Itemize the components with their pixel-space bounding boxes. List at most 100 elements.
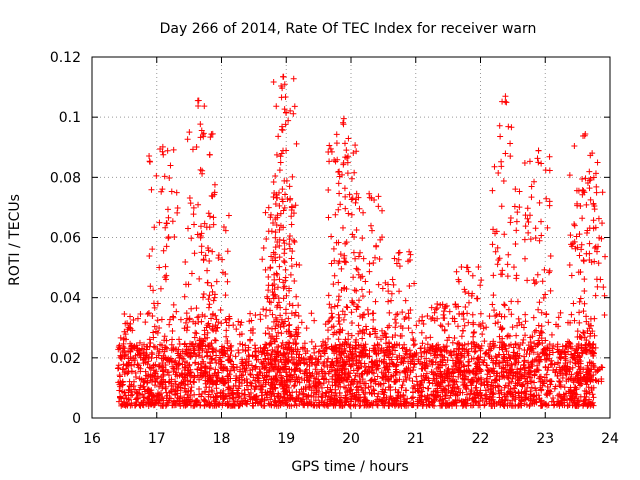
data-point <box>338 399 345 406</box>
data-point <box>280 388 287 395</box>
data-point <box>292 395 299 402</box>
data-point <box>127 392 134 399</box>
data-point <box>366 260 373 267</box>
data-point <box>504 273 511 280</box>
data-point <box>276 381 283 388</box>
data-point <box>115 362 122 369</box>
data-point <box>393 362 400 369</box>
data-point <box>132 374 139 381</box>
data-point <box>413 322 420 329</box>
data-point <box>501 313 508 320</box>
data-point <box>121 311 128 318</box>
data-point <box>142 368 149 375</box>
data-point <box>427 350 434 357</box>
data-point <box>447 348 454 355</box>
data-point <box>169 328 176 335</box>
data-point <box>546 267 553 274</box>
data-point <box>513 332 520 339</box>
data-point <box>411 341 418 348</box>
y-axis-label: ROTI / TECUs <box>7 194 23 286</box>
y-tick-label: 0.08 <box>50 170 81 186</box>
data-point <box>374 373 381 380</box>
data-point <box>235 349 242 356</box>
data-point <box>330 401 337 408</box>
data-point <box>570 390 577 397</box>
data-point <box>393 319 400 326</box>
data-point <box>203 384 210 391</box>
data-point <box>460 327 467 334</box>
data-point <box>159 385 166 392</box>
data-point <box>390 396 397 403</box>
data-point <box>247 396 254 403</box>
data-point <box>145 400 152 407</box>
data-point <box>434 381 441 388</box>
data-point <box>502 98 509 105</box>
data-point <box>163 272 170 279</box>
data-point <box>536 299 543 306</box>
data-point <box>477 345 484 352</box>
data-point <box>495 170 502 177</box>
data-point <box>298 319 305 326</box>
data-point <box>335 318 342 325</box>
data-point <box>288 255 295 262</box>
data-point <box>142 388 149 395</box>
data-point <box>352 401 359 408</box>
data-point <box>289 173 296 180</box>
data-point <box>402 387 409 394</box>
data-point <box>385 399 392 406</box>
data-point <box>303 325 310 332</box>
data-point <box>275 133 282 140</box>
data-point <box>369 227 376 234</box>
data-point <box>295 391 302 398</box>
data-point <box>328 233 335 240</box>
data-point <box>531 398 538 405</box>
data-point <box>261 396 268 403</box>
data-point <box>280 237 287 244</box>
data-point <box>114 365 121 372</box>
data-point <box>487 373 494 380</box>
data-point <box>158 316 165 323</box>
data-point <box>363 397 370 404</box>
data-point <box>318 384 325 391</box>
data-point <box>600 284 607 291</box>
data-point <box>348 309 355 316</box>
data-point <box>407 251 414 258</box>
data-point <box>140 402 147 409</box>
data-point <box>545 319 552 326</box>
data-point <box>140 384 147 391</box>
data-point <box>168 388 175 395</box>
data-point <box>204 279 211 286</box>
data-point <box>261 402 268 409</box>
data-point <box>204 352 211 359</box>
data-point <box>298 375 305 382</box>
data-point <box>130 383 137 390</box>
data-point <box>573 385 580 392</box>
data-point <box>571 221 578 228</box>
data-point <box>538 160 545 167</box>
data-point <box>579 402 586 409</box>
data-point <box>445 320 452 327</box>
data-point <box>147 158 154 165</box>
data-point <box>367 222 374 229</box>
data-point <box>258 383 265 390</box>
data-point <box>145 310 152 317</box>
data-point <box>513 227 520 234</box>
data-point <box>186 129 193 136</box>
data-point <box>580 330 587 337</box>
data-point <box>272 257 279 264</box>
data-point <box>119 401 126 408</box>
data-point <box>197 402 204 409</box>
data-point <box>331 303 338 310</box>
data-point <box>385 369 392 376</box>
data-point <box>208 282 215 289</box>
data-point <box>259 383 266 390</box>
data-point <box>272 397 279 404</box>
data-point <box>323 402 330 409</box>
data-point <box>576 309 583 316</box>
data-point <box>168 341 175 348</box>
data-point <box>242 359 249 366</box>
data-point <box>157 285 164 292</box>
data-point <box>590 217 597 224</box>
y-tick-label: 0.06 <box>50 231 81 247</box>
data-point <box>318 343 325 350</box>
